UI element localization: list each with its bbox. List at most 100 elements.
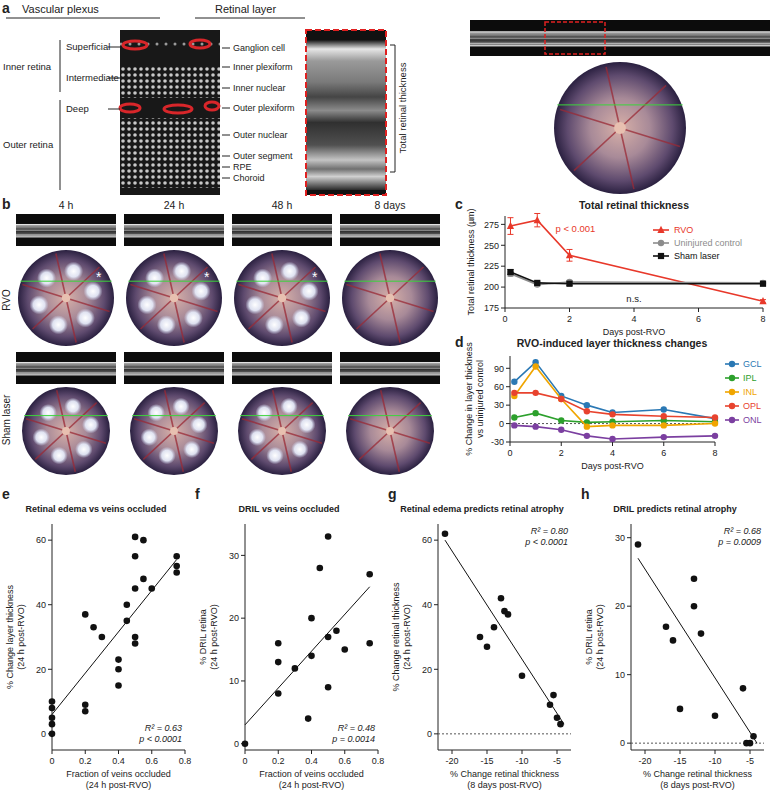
- scan-line: [240, 415, 324, 416]
- y-tick-label: 40: [36, 600, 46, 610]
- x-axis-label: % Change retinal thickness: [450, 769, 560, 779]
- x-axis-label: Fraction of veins occluded: [259, 769, 364, 779]
- series-line: [510, 272, 763, 284]
- x-tick: [522, 750, 523, 754]
- y-axis-label: vs uninjured control: [475, 360, 485, 438]
- optic-nerve: [614, 122, 626, 134]
- timepoint-label: 24 h: [164, 199, 185, 211]
- pointer: [222, 48, 230, 49]
- data-point: [750, 733, 757, 740]
- data-point: [477, 634, 484, 641]
- panel-label: a: [2, 0, 10, 16]
- vessel: [282, 431, 291, 472]
- laser-spot: [298, 416, 316, 434]
- data-point: [49, 721, 56, 728]
- data-point: [124, 601, 131, 608]
- data-point: [550, 692, 557, 699]
- data-point: [115, 682, 122, 689]
- vessel: [205, 102, 219, 110]
- oct-band: [16, 362, 116, 376]
- data-point: [558, 417, 564, 423]
- fundus-image: [346, 387, 434, 475]
- vessel: [620, 128, 680, 147]
- data-point: [532, 390, 538, 396]
- laser-spot: [248, 428, 266, 446]
- fundus-image: [18, 250, 114, 346]
- data-point: [305, 715, 312, 722]
- x-tick-label: 4: [610, 448, 615, 458]
- y-tick-label: 275: [484, 220, 499, 230]
- legend-swatch: [658, 253, 664, 259]
- data-point: [712, 712, 719, 719]
- x-tick: [52, 750, 53, 754]
- data-point: [532, 363, 538, 369]
- y-tick-label: 20: [422, 665, 432, 675]
- data-point: [484, 643, 491, 650]
- laser-spot: [172, 262, 191, 281]
- data-point: [584, 402, 590, 408]
- vessel: [390, 298, 400, 342]
- data-point: [292, 665, 299, 672]
- row-label: Sham laser: [1, 394, 12, 445]
- vessel: [282, 298, 292, 342]
- annotation: p = 0.0014: [331, 734, 375, 744]
- laser-spot: [32, 428, 50, 446]
- vessel: [381, 390, 390, 431]
- x-axis-label: Days post-RVO: [581, 461, 643, 471]
- legend-swatch: [729, 389, 735, 395]
- y-tick: [48, 669, 52, 670]
- y-tick-label: 30: [229, 551, 239, 561]
- pointer: [222, 178, 230, 179]
- y-tick: [506, 368, 510, 369]
- legend-swatch: [657, 226, 664, 233]
- y-tick: [506, 386, 510, 387]
- laser-spot: [184, 308, 203, 327]
- x-tick-label: 6: [696, 314, 701, 324]
- optic-nerve: [62, 427, 70, 435]
- vessel: [620, 128, 634, 189]
- data-point: [308, 615, 315, 622]
- oct-image: [16, 214, 116, 246]
- x-tick-label: -5: [553, 756, 561, 766]
- vessel: [380, 254, 390, 298]
- pointer: [222, 108, 230, 109]
- y-tick: [506, 423, 510, 424]
- scan-line: [24, 415, 108, 416]
- laser-spot: [280, 262, 299, 281]
- data-point: [712, 414, 718, 420]
- x-tick-label: 0.8: [372, 756, 385, 766]
- fit-line: [245, 587, 370, 725]
- y-tick-label: 20: [229, 613, 239, 623]
- data-point: [511, 422, 517, 428]
- x-tick-label: 8: [760, 314, 765, 324]
- x-tick: [715, 750, 716, 754]
- legend-swatch: [729, 375, 735, 381]
- laser-spot: [253, 268, 272, 287]
- x-tick-label: 0.4: [112, 756, 125, 766]
- laser-spot: [292, 308, 311, 327]
- oct-band: [232, 362, 332, 376]
- data-point: [584, 433, 590, 439]
- data-point: [507, 222, 514, 229]
- data-point: [511, 414, 517, 420]
- y-axis: [510, 356, 511, 442]
- y-tick: [434, 669, 438, 670]
- oct-image: [124, 352, 224, 384]
- oct-band: [124, 224, 224, 238]
- chart-title: Retinal edema predicts retinal atrophy: [400, 504, 564, 514]
- group-label: Outer retina: [3, 139, 54, 150]
- optic-nerve: [170, 427, 178, 435]
- layer-label: Outer nuclear: [233, 130, 288, 140]
- y-tick-label: 60: [36, 535, 46, 545]
- data-point: [242, 740, 249, 747]
- y-axis-label: (24 h post-RVO): [209, 604, 219, 669]
- data-point: [584, 423, 590, 429]
- data-point: [325, 533, 332, 540]
- legend-entry: IPL: [743, 373, 757, 383]
- legend-entry: OPL: [743, 401, 761, 411]
- fundus-image: [130, 387, 218, 475]
- vessel: [56, 254, 66, 298]
- plexus-label: Deep: [66, 103, 89, 114]
- vessel: [272, 254, 282, 298]
- x-tick-label: -10: [708, 756, 721, 766]
